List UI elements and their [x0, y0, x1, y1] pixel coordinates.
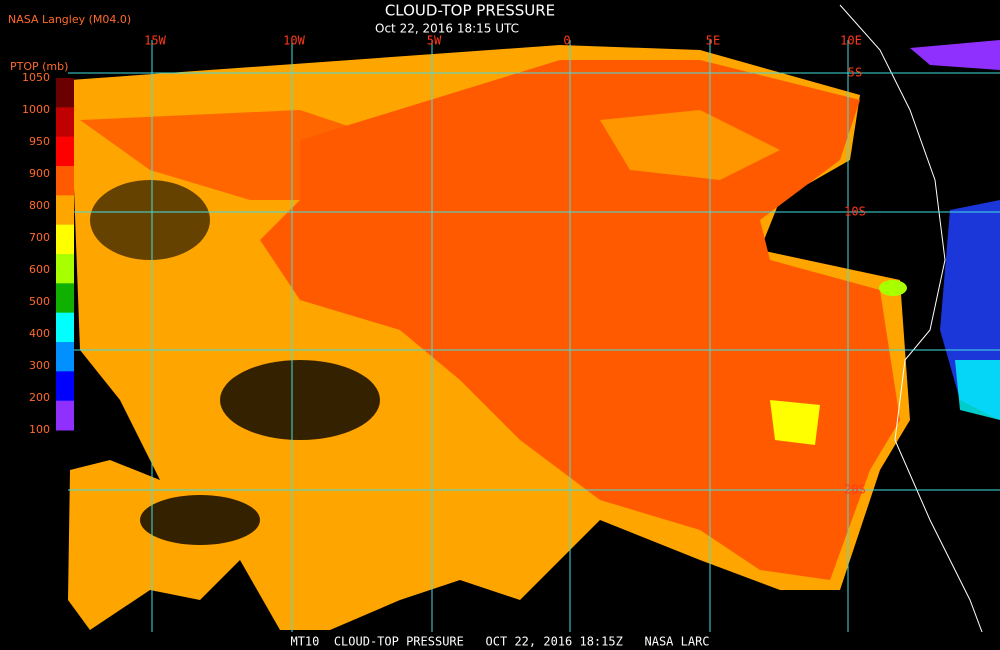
- colorbar-swatch: [56, 224, 74, 255]
- colorbar-swatch: [56, 136, 74, 167]
- colorbar-label: 1000: [22, 103, 50, 116]
- graticule: [68, 40, 1000, 632]
- footer: MT10 CLOUD-TOP PRESSURE OCT 22, 2016 18:…: [290, 635, 709, 649]
- colorbar-swatch: [56, 371, 74, 402]
- colorbar-title: PTOP (mb): [10, 60, 68, 73]
- longitude-label: 10W: [283, 34, 305, 48]
- longitude-label: 15W: [144, 34, 166, 48]
- timestamp: Oct 22, 2016 18:15 UTC: [375, 22, 519, 36]
- source-label: NASA Langley (M04.0): [8, 13, 131, 26]
- colorbar-label: 300: [29, 359, 50, 372]
- colorbar-label: 600: [29, 263, 50, 276]
- longitude-label: 5E: [706, 34, 720, 48]
- colorbar-swatch: [56, 107, 74, 138]
- colorbar-swatch: [56, 342, 74, 372]
- colorbar-label: 100: [29, 423, 50, 436]
- cloud-field: [68, 40, 1000, 630]
- longitude-label: 0: [563, 34, 570, 48]
- colorbar-swatch: [56, 195, 74, 226]
- footer-bar: [0, 632, 1000, 650]
- colorbar-label: 800: [29, 199, 50, 212]
- colorbar-label: 200: [29, 391, 50, 404]
- colorbar-swatch: [56, 166, 74, 196]
- latitude-label: 5S: [848, 66, 862, 80]
- colorbar-swatch: [56, 78, 74, 108]
- colorbar-label: 500: [29, 295, 50, 308]
- colorbar-label: 400: [29, 327, 50, 340]
- colorbar-swatch: [56, 254, 74, 284]
- colorbar-label: 700: [29, 231, 50, 244]
- title: CLOUD-TOP PRESSURE: [385, 2, 555, 20]
- colorbar-swatch: [56, 312, 74, 343]
- colorbar-label: 900: [29, 167, 50, 180]
- colorbar-label: 950: [29, 135, 50, 148]
- colorbar-label: 1050: [22, 71, 50, 84]
- longitude-label: 5W: [427, 34, 442, 48]
- latitude-label: 10S: [844, 205, 866, 219]
- graticule-labels: 15W 10W 5W 0 5E 10E 5S 10S 20S: [144, 34, 866, 497]
- coastline: [839, 4, 986, 641]
- colorbar-swatch: [56, 400, 74, 431]
- longitude-label: 10E: [840, 34, 862, 48]
- latitude-label: 20S: [844, 483, 866, 497]
- colorbar: 1050 1000 950 900 800 700 600 500 400 300 200 100: [22, 71, 74, 436]
- colorbar-swatch: [56, 283, 74, 314]
